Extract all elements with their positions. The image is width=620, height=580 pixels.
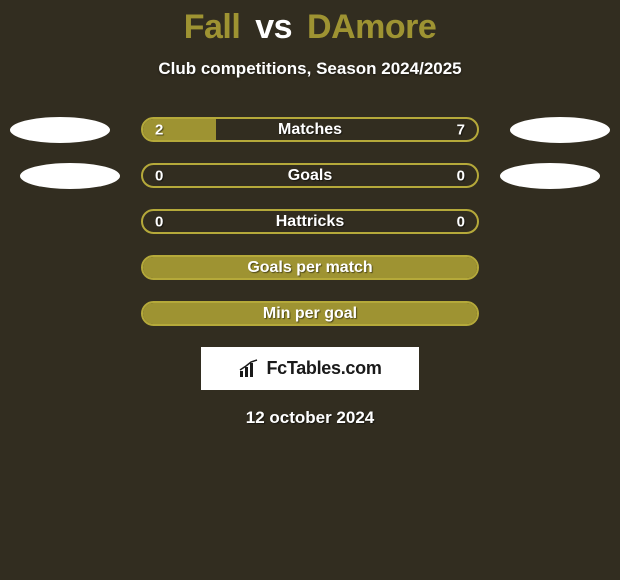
stat-label: Matches — [278, 121, 342, 139]
stat-bar: Goals per match — [141, 255, 479, 280]
stat-bar: Min per goal — [141, 301, 479, 326]
stat-value-right: 0 — [457, 167, 465, 184]
player2-badge — [500, 163, 600, 189]
date-text: 12 october 2024 — [0, 408, 620, 428]
stat-row: Min per goal — [0, 301, 620, 326]
brand-text: FcTables.com — [266, 358, 381, 379]
stats-container: 2 7 Matches 0 0 Goals 0 0 Hattricks Goals per mat… — [0, 117, 620, 326]
stat-label: Goals per match — [247, 259, 372, 277]
chart-icon — [238, 359, 260, 379]
stat-row: 0 0 Hattricks — [0, 209, 620, 234]
stat-value-right: 7 — [457, 121, 465, 138]
stat-bar: 0 0 Goals — [141, 163, 479, 188]
stat-value-left: 0 — [155, 213, 163, 230]
stat-bar: 0 0 Hattricks — [141, 209, 479, 234]
stat-value-right: 0 — [457, 213, 465, 230]
stat-row: Goals per match — [0, 255, 620, 280]
stat-value-left: 0 — [155, 167, 163, 184]
player2-badge — [510, 117, 610, 143]
stat-row: 0 0 Goals — [0, 163, 620, 188]
page-title: Fall vs DAmore — [0, 0, 620, 47]
stat-row: 2 7 Matches — [0, 117, 620, 142]
stat-value-left: 2 — [155, 121, 163, 138]
stat-bar: 2 7 Matches — [141, 117, 479, 142]
stat-label: Min per goal — [263, 305, 357, 323]
vs-text: vs — [255, 8, 292, 46]
player1-name: Fall — [184, 8, 241, 46]
stat-label: Hattricks — [276, 213, 344, 231]
subtitle: Club competitions, Season 2024/2025 — [0, 59, 620, 79]
player1-badge — [20, 163, 120, 189]
stat-label: Goals — [288, 167, 332, 185]
brand-badge: FcTables.com — [201, 347, 419, 390]
player1-badge — [10, 117, 110, 143]
player2-name: DAmore — [307, 8, 436, 46]
